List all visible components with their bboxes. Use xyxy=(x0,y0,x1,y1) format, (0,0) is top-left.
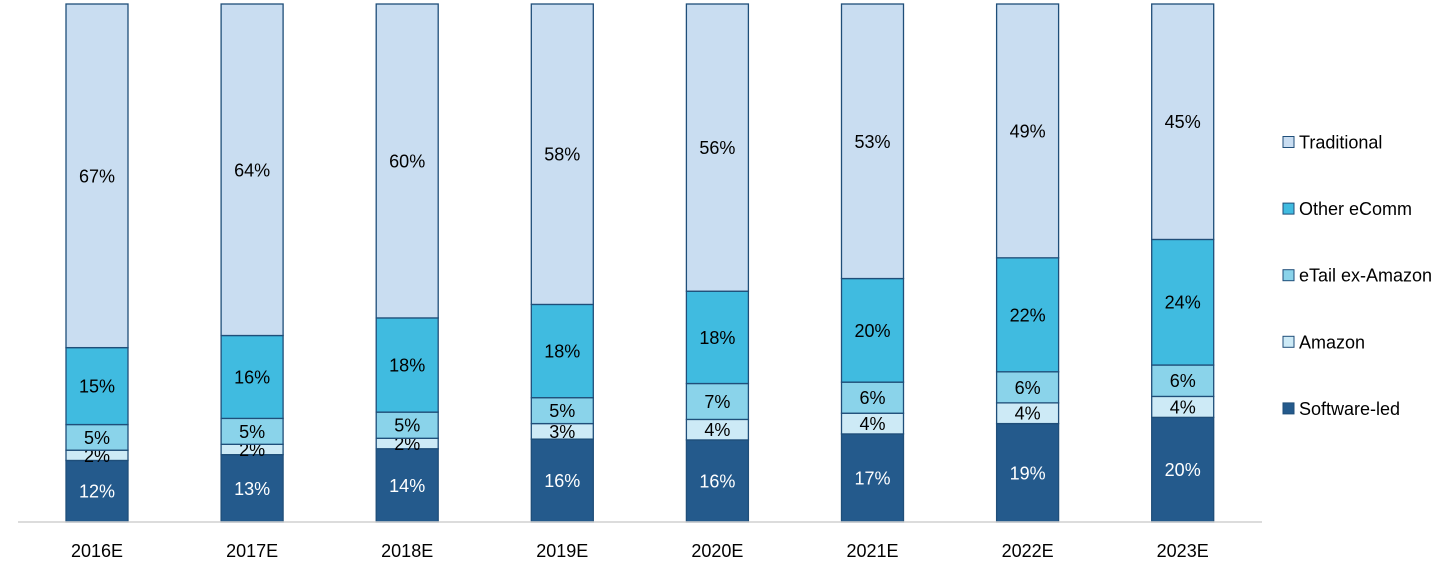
data-label: 16% xyxy=(234,367,270,387)
data-label: 49% xyxy=(1010,121,1046,141)
x-tick-labels: 2016E 2017E 2018E 2019E 2020E 2021E 2022E 2023E xyxy=(71,541,1209,561)
data-label: 16% xyxy=(544,471,580,491)
data-label: 17% xyxy=(854,468,890,488)
legend-label: eTail ex-Amazon xyxy=(1299,266,1432,286)
bar-segment-etail-ex-amazon-2017e xyxy=(220,417,284,445)
x-tick-label: 2023E xyxy=(1157,541,1209,561)
bar-segment-traditional-2020e xyxy=(685,3,750,292)
data-label: 15% xyxy=(79,377,115,397)
data-label: 4% xyxy=(859,414,885,434)
bar-segment-software-led-2016e xyxy=(65,459,129,523)
data-label: 20% xyxy=(1165,460,1201,480)
data-label: 6% xyxy=(1015,378,1041,398)
legend-label: Other eComm xyxy=(1299,199,1412,219)
legend-swatch xyxy=(1282,335,1295,348)
x-tick-label: 2019E xyxy=(536,541,588,561)
bar-segment-other-ecomm-2020e xyxy=(685,290,750,385)
data-label: 20% xyxy=(854,321,890,341)
bar-segment-etail-ex-amazon-2022e xyxy=(995,371,1060,404)
data-label: 5% xyxy=(549,401,575,421)
data-label: 2% xyxy=(394,434,420,454)
bar-segment-other-ecomm-2018e xyxy=(375,317,439,413)
data-label: 12% xyxy=(79,482,115,502)
bars-group: 12%2%5%15%67%13%2%5%16%64%14%2%5%18%60%1… xyxy=(65,3,1215,523)
data-label: 18% xyxy=(544,342,580,362)
bar-segment-other-ecomm-2016e xyxy=(65,346,129,426)
x-tick-label: 2021E xyxy=(846,541,898,561)
bar-segment-etail-ex-amazon-2021e xyxy=(840,381,905,414)
data-label: 45% xyxy=(1165,112,1201,132)
legend-label: Software-led xyxy=(1299,399,1400,419)
data-label: 16% xyxy=(699,471,735,491)
data-label: 24% xyxy=(1165,293,1201,313)
x-tick-label: 2022E xyxy=(1002,541,1054,561)
data-label: 14% xyxy=(389,476,425,496)
bar-segment-software-led-2020e xyxy=(685,439,750,523)
bar-segment-traditional-2019e xyxy=(530,3,594,306)
bar-segment-other-ecomm-2023e xyxy=(1151,238,1215,366)
data-label: 5% xyxy=(239,422,265,442)
bar-segment-software-led-2021e xyxy=(840,433,905,523)
data-label: 5% xyxy=(84,428,110,448)
data-label: 56% xyxy=(699,138,735,158)
legend-swatch xyxy=(1282,202,1295,215)
data-label: 7% xyxy=(704,392,730,412)
data-label: 6% xyxy=(859,388,885,408)
bar-segment-etail-ex-amazon-2019e xyxy=(530,397,594,425)
legend-label: Amazon xyxy=(1299,332,1365,352)
data-label: 60% xyxy=(389,151,425,171)
data-label: 4% xyxy=(1015,404,1041,424)
data-label: 3% xyxy=(549,422,575,442)
data-label: 2% xyxy=(239,440,265,460)
x-tick-label: 2020E xyxy=(691,541,743,561)
bar-segment-traditional-2022e xyxy=(995,3,1060,259)
data-label: 18% xyxy=(389,356,425,376)
x-tick-label: 2017E xyxy=(226,541,278,561)
data-label: 64% xyxy=(234,160,270,180)
bar-segment-etail-ex-amazon-2018e xyxy=(375,411,439,439)
data-label: 4% xyxy=(704,420,730,440)
data-label: 18% xyxy=(699,328,735,348)
bar-segment-software-led-2022e xyxy=(995,422,1060,523)
data-label: 19% xyxy=(1010,463,1046,483)
x-tick-label: 2016E xyxy=(71,541,123,561)
bar-segment-other-ecomm-2019e xyxy=(530,303,594,399)
bar-segment-traditional-2016e xyxy=(65,3,129,349)
bar-segment-traditional-2017e xyxy=(220,3,284,337)
bar-segment-software-led-2019e xyxy=(530,438,594,523)
bar-segment-etail-ex-amazon-2016e xyxy=(65,423,129,451)
bar-segment-traditional-2023e xyxy=(1151,3,1215,241)
data-label: 58% xyxy=(544,145,580,165)
data-label: 13% xyxy=(234,479,270,499)
data-label: 6% xyxy=(1170,371,1196,391)
data-label: 22% xyxy=(1010,305,1046,325)
legend-swatch xyxy=(1282,402,1295,415)
data-label: 67% xyxy=(79,166,115,186)
bar-segment-traditional-2018e xyxy=(375,3,439,319)
legend-label: Traditional xyxy=(1299,133,1382,153)
legend-swatch xyxy=(1282,136,1295,148)
bar-segment-traditional-2021e xyxy=(840,3,905,280)
bar-segment-other-ecomm-2021e xyxy=(840,277,905,383)
data-label: 5% xyxy=(394,416,420,436)
legend-swatch xyxy=(1282,269,1295,282)
data-label: 53% xyxy=(854,132,890,152)
data-label: 4% xyxy=(1170,397,1196,417)
legend: Traditional Other eComm eTail ex-Amazon Ama… xyxy=(1282,133,1432,419)
x-tick-label: 2018E xyxy=(381,541,433,561)
